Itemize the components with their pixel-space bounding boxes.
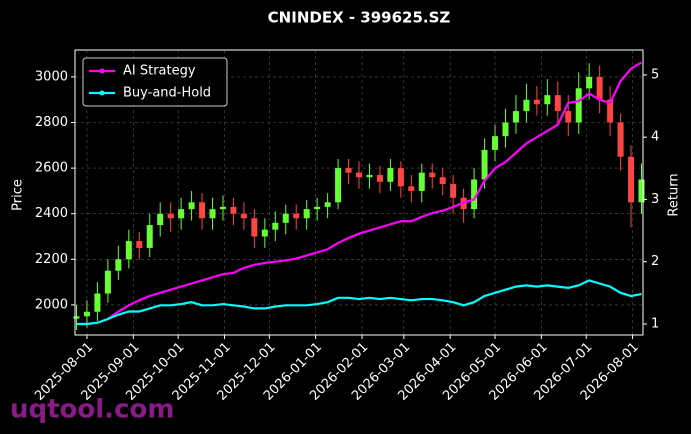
candle-body: [607, 99, 614, 123]
candle-body: [523, 99, 530, 112]
plot-frame: [74, 49, 644, 336]
candle-body: [471, 179, 478, 210]
candle-body: [544, 95, 551, 105]
legend-label: Buy-and-Hold: [123, 86, 211, 101]
y2-tick-label: 1: [651, 316, 659, 331]
candle-body: [272, 222, 279, 230]
y-tick-label: 2400: [35, 206, 68, 221]
candle-body: [314, 206, 321, 210]
y2-tick-label: 3: [651, 192, 659, 207]
candle-body: [199, 202, 206, 219]
candle-body: [533, 99, 540, 105]
candle-body: [188, 202, 195, 210]
candle-body: [157, 213, 164, 226]
candle-body: [575, 88, 582, 123]
y-tick-label: 2200: [35, 252, 68, 267]
candle-body: [261, 229, 268, 237]
candle-body: [387, 168, 394, 182]
candle-body: [335, 168, 342, 203]
candle-body: [136, 241, 143, 248]
y2-tick-label: 4: [651, 130, 659, 145]
candle-body: [324, 202, 331, 207]
series-line: [76, 279, 642, 326]
y2-axis-label: Return: [667, 173, 682, 216]
candle-body: [492, 136, 499, 150]
y2-tick-label: 5: [651, 67, 659, 82]
candle-body: [565, 111, 572, 123]
candle-body: [554, 95, 561, 112]
candle-body: [502, 122, 509, 137]
candle-body: [638, 179, 645, 203]
candle-body: [418, 172, 425, 191]
candle-body: [617, 122, 624, 157]
candle-body: [146, 225, 153, 248]
candle-body: [366, 174, 373, 178]
candle-body: [94, 293, 101, 312]
legend-label: AI Strategy: [123, 64, 196, 79]
candle-body: [209, 209, 216, 219]
series-line: [76, 61, 643, 326]
candle-body: [481, 149, 488, 180]
candle-body: [429, 172, 436, 178]
candle-body: [73, 316, 80, 319]
candle-body: [178, 209, 185, 219]
watermark: uqtool.com: [10, 395, 174, 425]
legend-marker: [99, 68, 105, 74]
candle-body: [450, 184, 457, 198]
candle-body: [512, 111, 519, 123]
candle-body: [345, 168, 352, 173]
candle-body: [104, 270, 111, 294]
candle-body: [586, 76, 593, 89]
y-axis-label: Price: [11, 179, 26, 211]
candle-body: [115, 259, 122, 271]
candle-body: [167, 213, 174, 219]
candle-body: [83, 311, 90, 317]
legend-box: [82, 57, 228, 107]
candle-body: [251, 218, 258, 237]
candle-body: [303, 209, 310, 219]
candle-body: [219, 206, 226, 210]
chart-title: CNINDEX - 399625.SZ: [268, 9, 451, 27]
candle-body: [628, 156, 635, 203]
y-tick-label: 2800: [35, 115, 68, 130]
y2-tick-label: 2: [651, 254, 659, 269]
candle-body: [356, 172, 362, 178]
candle-body: [230, 206, 237, 214]
candle-body: [376, 174, 383, 182]
y-tick-label: 2600: [35, 161, 68, 176]
candle-body: [293, 213, 300, 219]
candle-body: [240, 213, 247, 219]
candle-body: [397, 168, 404, 187]
legend-marker: [99, 90, 105, 96]
y-tick-label: 3000: [35, 69, 68, 84]
y-tick-label: 2000: [35, 297, 68, 312]
candle-body: [408, 186, 415, 191]
candle-body: [439, 177, 446, 185]
candle-body: [596, 76, 603, 100]
candle-body: [282, 213, 289, 223]
candle-body: [125, 241, 132, 260]
